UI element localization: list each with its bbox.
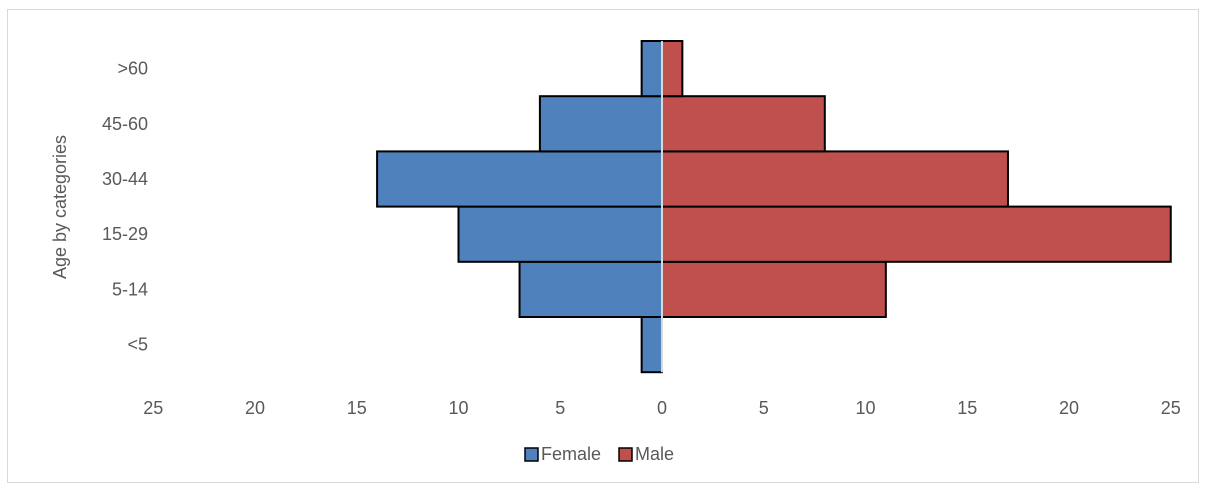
y-category-label: 30-44 <box>102 169 148 189</box>
x-tick-label: 20 <box>245 398 265 418</box>
y-category-label: <5 <box>127 335 148 355</box>
bar-female-0 <box>640 316 664 374</box>
legend-label-male: Male <box>635 444 674 464</box>
bar-male-3 <box>661 150 1009 208</box>
bar-female-4 <box>538 95 664 153</box>
bar-male-4 <box>661 95 826 153</box>
x-tick-label: 5 <box>555 398 565 418</box>
x-tick-label: 15 <box>347 398 367 418</box>
y-category-label: >60 <box>117 59 148 79</box>
legend-swatch-male <box>618 447 633 462</box>
y-category-label: 5-14 <box>112 279 148 299</box>
legend: Female Male <box>524 444 674 464</box>
bars-group <box>376 40 1172 374</box>
x-tick-label: 5 <box>759 398 769 418</box>
x-tick-label: 10 <box>448 398 468 418</box>
legend-label-female: Female <box>541 444 601 464</box>
bar-male-2 <box>661 205 1172 263</box>
bar-male-1 <box>661 260 887 318</box>
x-tick-label: 20 <box>1059 398 1079 418</box>
x-tick-label: 25 <box>1161 398 1181 418</box>
y-category-labels: <5 5-14 15-29 30-44 45-60 >60 <box>102 59 148 355</box>
bar-male-5 <box>661 40 684 98</box>
bar-female-1 <box>518 260 663 318</box>
y-axis-title: Age by categories <box>50 135 70 279</box>
legend-swatch-female <box>524 447 539 462</box>
bar-female-3 <box>376 150 663 208</box>
y-category-label: 15-29 <box>102 224 148 244</box>
x-tick-label: 0 <box>657 398 667 418</box>
bar-female-2 <box>457 205 663 263</box>
x-tick-labels: 25 20 15 10 5 0 5 10 15 20 25 <box>143 398 1181 418</box>
x-tick-label: 15 <box>957 398 977 418</box>
bar-female-5 <box>640 40 664 98</box>
x-tick-label: 25 <box>143 398 163 418</box>
x-tick-label: 10 <box>855 398 875 418</box>
y-category-label: 45-60 <box>102 114 148 134</box>
